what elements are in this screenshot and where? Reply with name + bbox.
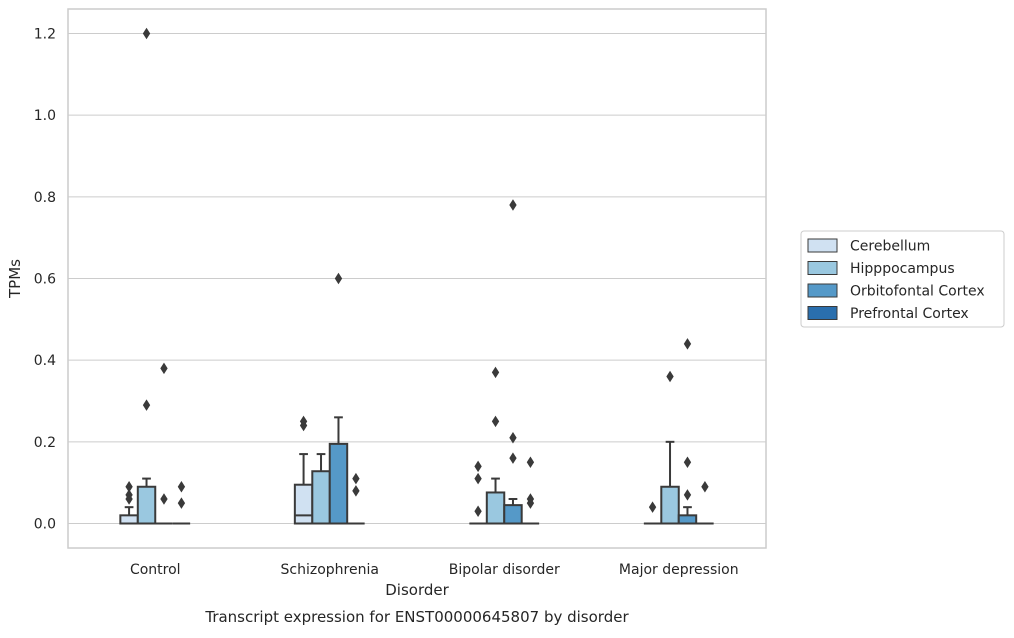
outlier-point <box>177 481 186 493</box>
y-axis-label: TPMs <box>6 259 24 299</box>
y-tick-label: 0.2 <box>34 435 56 451</box>
box-body <box>485 491 506 525</box>
x-axis-label: Disorder <box>385 581 449 599</box>
legend-swatch <box>807 261 838 275</box>
y-tick-label: 0.0 <box>34 517 56 533</box>
box-2-1 <box>485 477 506 525</box>
outlier-point <box>509 452 517 464</box>
legend-frame <box>800 230 1005 328</box>
y-tick-label: 1.2 <box>34 27 56 43</box>
box-1-0 <box>293 453 314 525</box>
grid-layer <box>68 33 766 524</box>
outlier-point <box>352 485 360 497</box>
x-tick-label: Bipolar disorder <box>449 562 560 578</box>
legend-label: Hipppocampus <box>850 261 955 277</box>
box-0-0 <box>119 506 139 525</box>
legend-swatch <box>807 283 838 298</box>
box-3-2 <box>677 506 698 525</box>
plot-frame <box>67 8 767 549</box>
box-2-2 <box>503 498 523 525</box>
y-tick-labels: 0.0 0.2 0.4 0.6 0.8 1.0 1.2 <box>34 27 56 533</box>
box-body <box>328 442 349 525</box>
outlier-point <box>474 505 482 517</box>
box-body <box>311 470 331 525</box>
box-body <box>503 504 523 525</box>
outlier-point <box>526 493 535 505</box>
x-tick-label: Control <box>130 562 181 578</box>
outlier-point <box>160 362 168 375</box>
legend-label: Prefrontal Cortex <box>850 306 969 322</box>
outlier-point <box>160 493 168 505</box>
box-body <box>660 485 680 525</box>
outlier-point <box>509 432 517 444</box>
outlier-point <box>683 456 692 468</box>
x-tick-labels: Control Schizophrenia Bipolar disorder Majo… <box>130 562 739 578</box>
y-tick-label: 1.0 <box>34 108 56 124</box>
outlier-point <box>683 489 692 501</box>
box-body <box>293 483 314 525</box>
outlier-point <box>142 27 151 40</box>
outlier-point <box>491 366 500 379</box>
y-tick-label: 0.8 <box>34 190 56 206</box>
x-tick-label: Schizophrenia <box>281 562 379 578</box>
outlier-point <box>666 370 674 383</box>
box-body <box>119 514 139 525</box>
legend-swatch <box>807 238 838 253</box>
outlier-point <box>509 199 517 211</box>
outlier-point <box>177 497 186 509</box>
outlier-point <box>491 415 500 428</box>
outlier-point <box>474 472 482 485</box>
outlier-point <box>683 338 692 350</box>
outlier-point <box>526 456 535 468</box>
outlier-point <box>125 489 133 501</box>
legend-swatch <box>807 306 838 320</box>
outlier-point <box>299 415 308 428</box>
outlier-layer <box>125 27 709 517</box>
box-layer <box>119 416 714 525</box>
box-1-2 <box>328 416 349 525</box>
box-body <box>677 514 698 525</box>
outlier-point <box>648 501 657 513</box>
outlier-point <box>474 460 482 473</box>
outlier-point <box>352 472 360 485</box>
outlier-point <box>125 481 133 493</box>
outlier-point <box>334 272 343 285</box>
legend: Cerebellum Hipppocampus Orbitofontal Corte… <box>800 230 1005 328</box>
box-0-1 <box>136 477 157 525</box>
box-3-1 <box>660 440 680 525</box>
chart-caption: Transcript expression for ENST0000064580… <box>204 608 629 626</box>
x-tick-label: Major depression <box>619 562 739 578</box>
outlier-point <box>701 481 709 493</box>
legend-label: Orbitofontal Cortex <box>850 284 985 300</box>
y-tick-label: 0.6 <box>34 272 56 288</box>
box-1-1 <box>311 453 331 525</box>
y-tick-label: 0.4 <box>34 353 56 369</box>
box-body <box>136 485 157 525</box>
outlier-point <box>142 399 151 411</box>
legend-label: Cerebellum <box>850 239 930 255</box>
